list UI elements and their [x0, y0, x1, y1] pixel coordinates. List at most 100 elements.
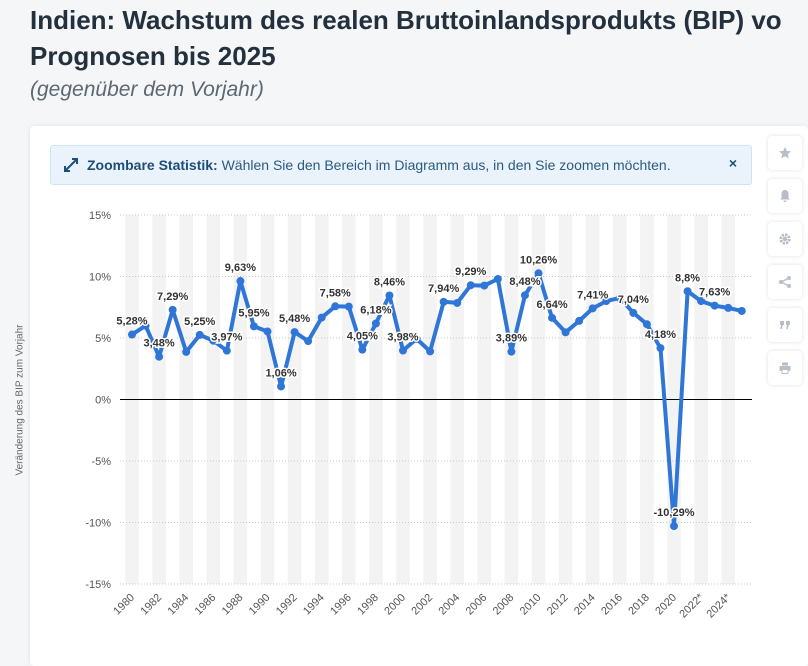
data-label: 8,8%	[675, 272, 700, 284]
x-tick-label: 2024*	[704, 591, 733, 620]
zoom-banner-text: Zoombare Statistik: Wählen Sie den Berei…	[87, 157, 671, 173]
x-tick-label: 2004	[437, 592, 463, 618]
data-point	[439, 297, 448, 306]
data-point	[168, 305, 177, 314]
data-point	[683, 287, 692, 296]
data-point	[656, 344, 665, 353]
star-icon	[779, 147, 791, 159]
x-tick-label: 1982	[138, 592, 164, 618]
data-point	[737, 306, 746, 315]
data-point	[263, 327, 272, 336]
x-tick-label: 1994	[301, 592, 327, 618]
gear-icon	[779, 233, 791, 245]
y-tick-label: -15%	[85, 579, 111, 591]
data-label: 8,48%	[509, 276, 540, 288]
data-point	[399, 346, 407, 355]
x-tick-label: 1986	[193, 592, 219, 618]
data-point	[412, 334, 421, 343]
data-point	[344, 302, 353, 311]
close-banner-button[interactable]: ×	[728, 155, 737, 171]
data-point	[371, 319, 380, 328]
data-label: 10,26%	[520, 254, 558, 266]
data-point	[642, 320, 651, 329]
data-point	[426, 347, 435, 356]
data-label: 3,98%	[387, 332, 418, 344]
page-subtitle: (gegenüber dem Vorjahr)	[30, 78, 264, 101]
quote-icon	[780, 321, 790, 330]
data-label: 1,06%	[265, 367, 296, 379]
title-line-2: Prognosen bis 2025	[30, 41, 276, 71]
data-point	[209, 336, 218, 345]
data-point	[548, 313, 557, 322]
y-tick-label: 15%	[89, 210, 111, 222]
data-point	[561, 328, 570, 337]
print-icon	[779, 362, 791, 374]
side-toolbar	[768, 136, 802, 394]
data-label: 5,48%	[279, 313, 310, 325]
data-label: 6,64%	[536, 299, 567, 311]
data-label: 5,25%	[184, 316, 215, 328]
title-line-1: Indien: Wachstum des realen Bruttoinland…	[30, 5, 782, 35]
data-point	[466, 281, 475, 290]
zoom-banner-bold: Zoombare Statistik:	[87, 157, 218, 173]
x-tick-label: 1990	[247, 592, 273, 618]
data-point	[724, 303, 733, 312]
data-label: 7,94%	[428, 283, 459, 295]
cite-button[interactable]	[768, 308, 802, 342]
x-tick-label: 2012	[545, 592, 571, 618]
notification-button[interactable]	[768, 179, 802, 213]
x-tick-label: 2018	[626, 592, 652, 618]
page-title: Indien: Wachstum des realen Bruttoinland…	[30, 2, 808, 74]
data-label: 7,04%	[618, 294, 649, 306]
data-point	[249, 322, 258, 331]
data-label: 5,28%	[116, 316, 147, 328]
favorite-button[interactable]	[768, 136, 802, 170]
data-point	[385, 291, 394, 300]
data-label: 3,89%	[496, 333, 527, 345]
data-point	[670, 522, 678, 531]
x-tick-label: 2014	[572, 592, 598, 618]
data-label: 9,63%	[225, 262, 256, 274]
data-point	[493, 274, 502, 283]
data-label: 7,63%	[699, 287, 730, 299]
x-tick-label: 1992	[274, 592, 300, 618]
y-tick-label: 0%	[95, 395, 111, 407]
data-point	[520, 291, 529, 300]
data-point	[317, 313, 326, 322]
x-tick-label: 2002	[409, 592, 435, 618]
data-label: 8,46%	[374, 276, 405, 288]
settings-button[interactable]	[768, 222, 802, 256]
data-point	[602, 297, 611, 306]
data-label: 5,95%	[238, 307, 269, 319]
x-tick-label: 2010	[518, 592, 544, 618]
data-point	[195, 330, 204, 339]
series-line	[130, 271, 744, 529]
x-tick-label: 1998	[355, 592, 381, 618]
data-label: 6,18%	[360, 304, 391, 316]
data-point	[507, 347, 516, 356]
data-point	[331, 302, 340, 311]
y-tick-label: 5%	[95, 333, 111, 345]
data-point	[575, 316, 584, 325]
print-button[interactable]	[768, 351, 802, 385]
y-tick-label: -10%	[85, 518, 111, 530]
data-label: 7,58%	[320, 287, 351, 299]
data-point	[236, 277, 245, 286]
data-point	[358, 345, 367, 354]
data-point	[155, 352, 164, 361]
data-point	[588, 304, 597, 313]
data-label: 4,18%	[645, 329, 676, 341]
data-label: 4,05%	[347, 331, 378, 343]
data-point	[629, 308, 638, 317]
share-button[interactable]	[768, 265, 802, 299]
data-label: 7,41%	[577, 289, 608, 301]
x-tick-label: 2000	[382, 592, 408, 618]
zoom-banner-desc: Wählen Sie den Bereich im Diagramm aus, …	[217, 157, 671, 173]
x-tick-label: 2016	[599, 592, 625, 618]
share-icon	[779, 276, 791, 288]
data-point	[290, 328, 299, 337]
y-tick-label: 10%	[89, 272, 111, 284]
data-point	[480, 281, 489, 290]
x-tick-label: 2020	[653, 592, 679, 618]
